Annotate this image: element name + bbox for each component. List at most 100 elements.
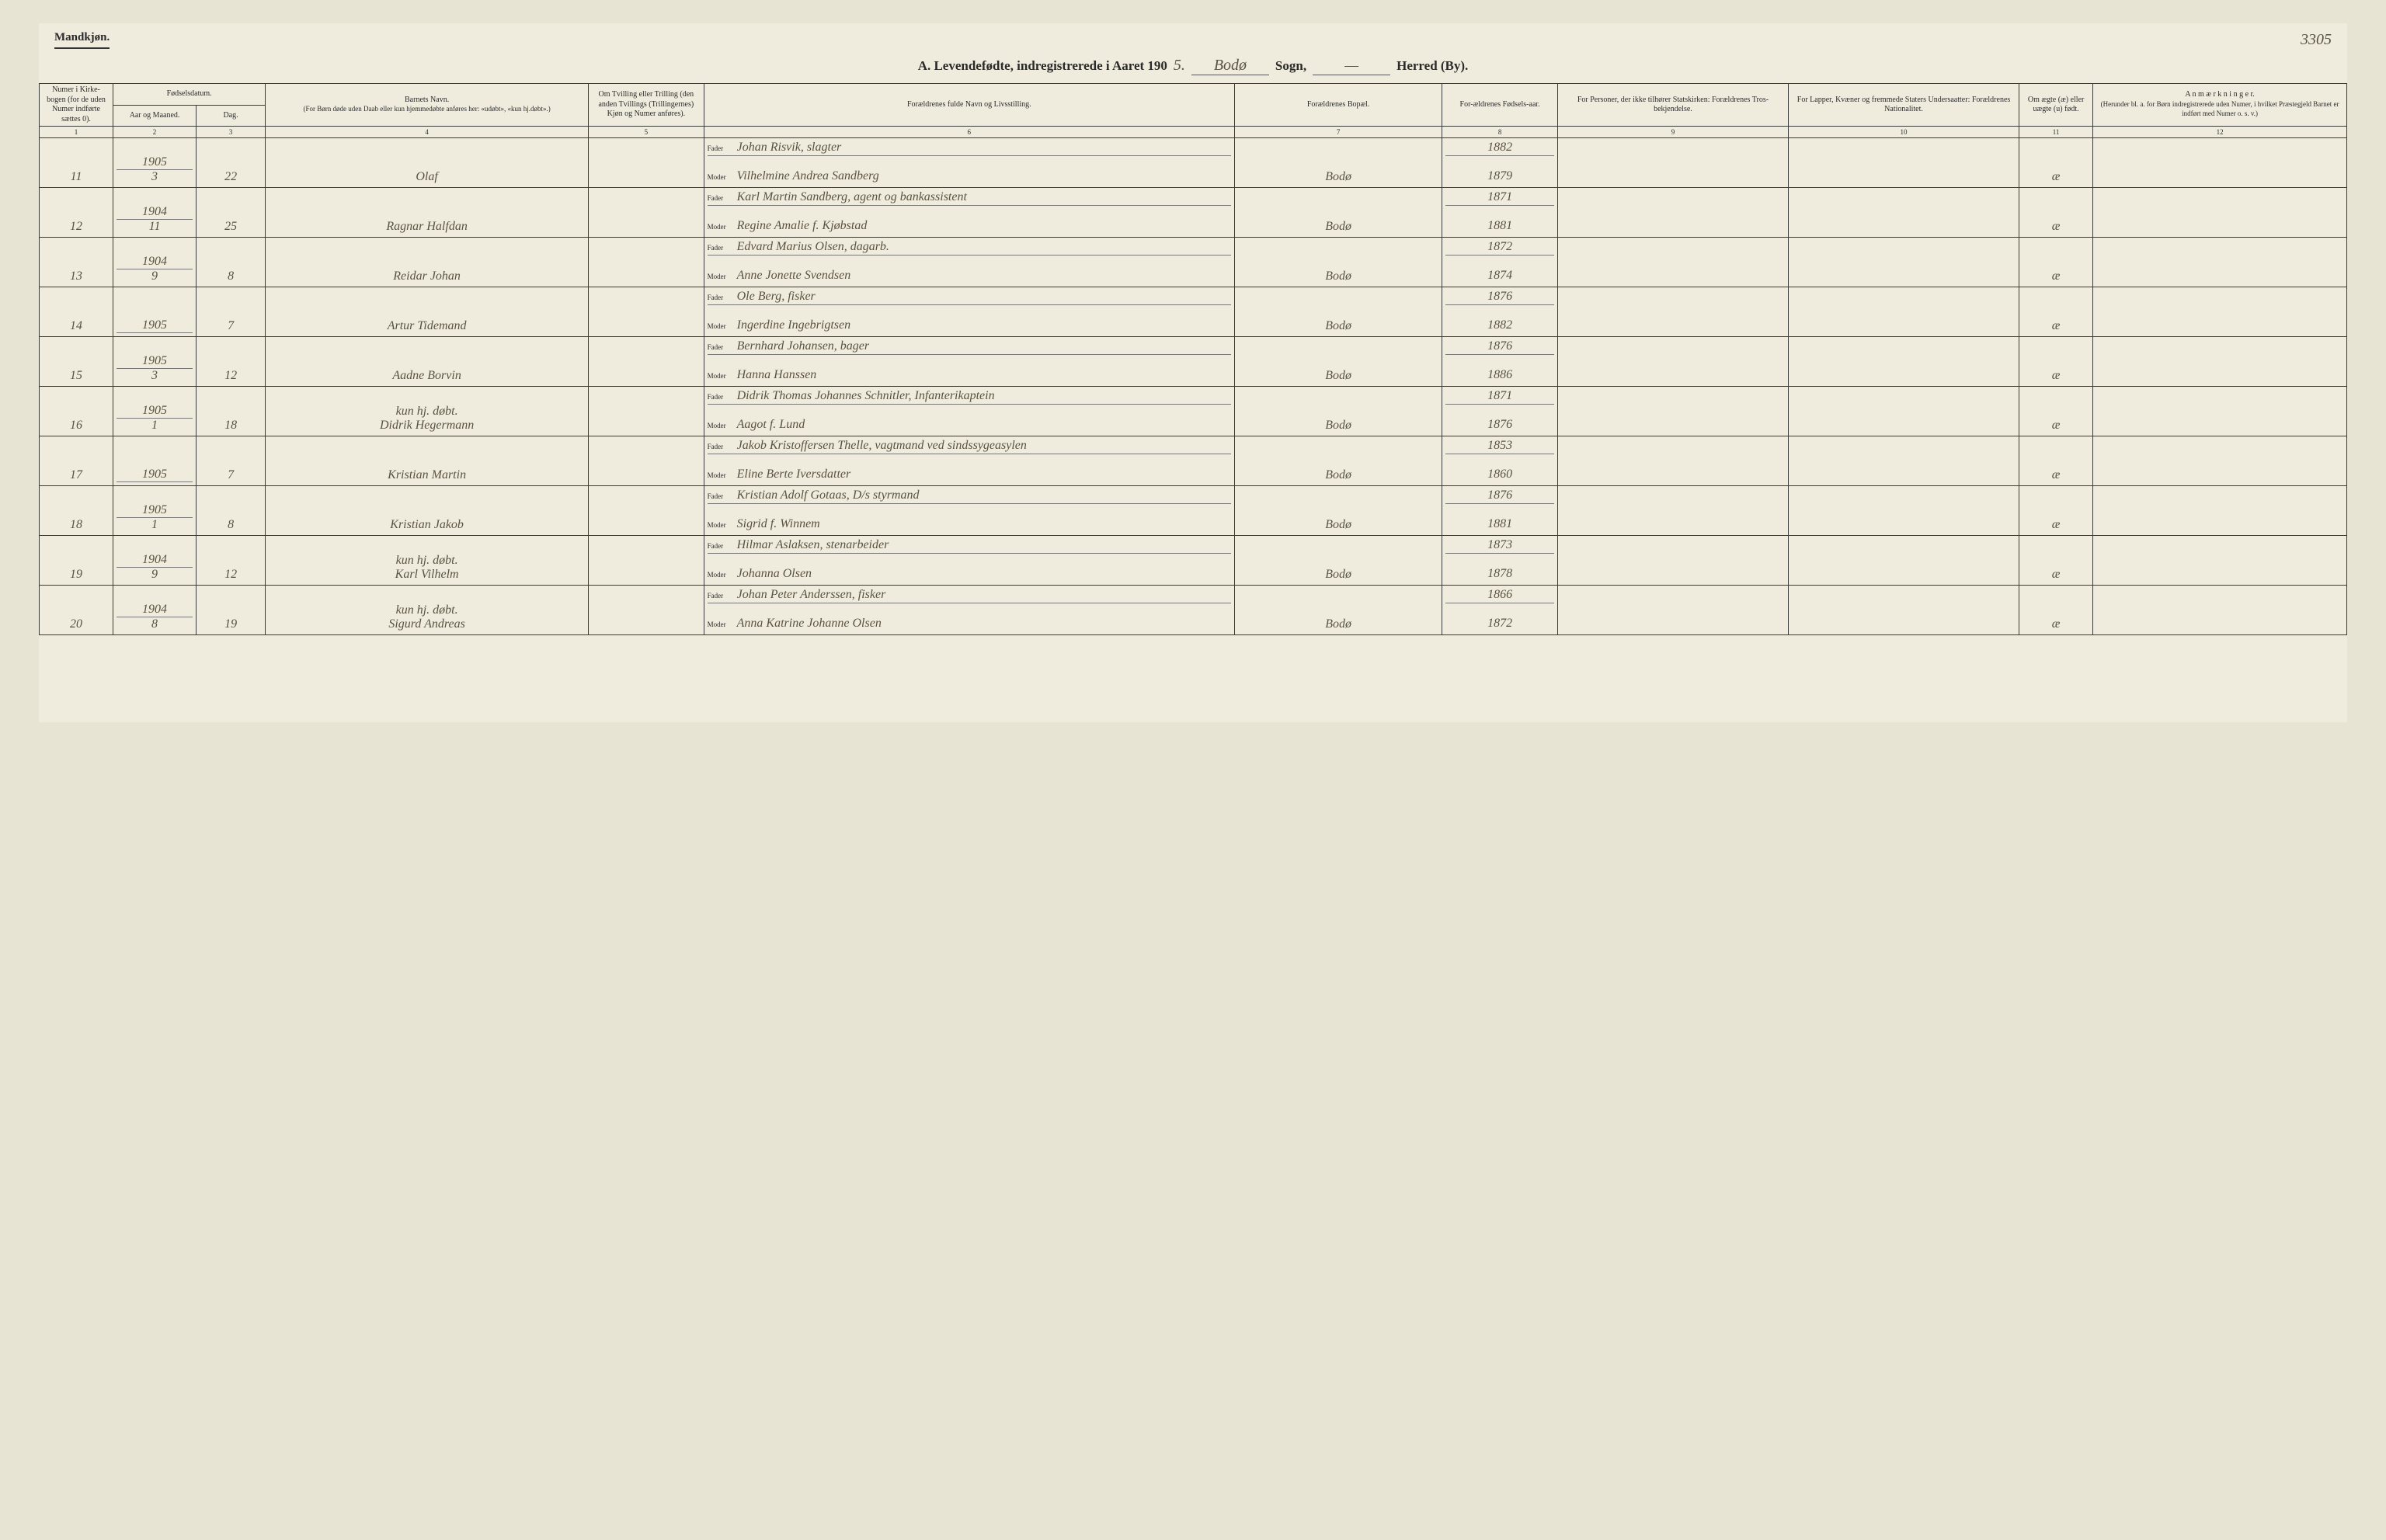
parent-birth-years: 1876 1882	[1442, 287, 1558, 337]
colnum: 12	[2093, 127, 2347, 138]
top-row: Mandkjøn. 3305	[39, 23, 2347, 52]
parent-birth-years: 1876 1886	[1442, 337, 1558, 387]
row-number: 17	[40, 436, 113, 486]
col-4-header: Barnets Navn. (For Børn døde uden Daab e…	[266, 84, 589, 127]
birth-day: 22	[197, 138, 266, 188]
register-table: Numer i Kirke-bogen (for de uden Numer i…	[39, 83, 2347, 635]
legitimacy: æ	[2019, 188, 2093, 238]
nationality-cell	[1788, 387, 2019, 436]
gender-label: Mandkjøn.	[54, 31, 110, 49]
remarks-cell	[2093, 387, 2347, 436]
birth-year-month: 1904 9	[113, 536, 197, 586]
colnum: 7	[1234, 127, 1442, 138]
table-row: 11 1905 3 22 Olaf FaderJohan Risvik, sla…	[40, 138, 2347, 188]
table-header: Numer i Kirke-bogen (for de uden Numer i…	[40, 84, 2347, 138]
page-number: 3305	[2301, 31, 2332, 49]
colnum: 3	[197, 127, 266, 138]
table-row: 14 1905 7 Artur Tidemand FaderOle Berg, …	[40, 287, 2347, 337]
row-number: 11	[40, 138, 113, 188]
table-row: 18 1905 1 8 Kristian Jakob FaderKristian…	[40, 486, 2347, 536]
residence: Bodø	[1234, 188, 1442, 238]
birth-year-month: 1905 1	[113, 486, 197, 536]
row-number: 13	[40, 238, 113, 287]
confession-cell	[1557, 287, 1788, 337]
title-prefix: A. Levendefødte, indregistrerede i Aaret…	[918, 58, 1167, 74]
nationality-cell	[1788, 536, 2019, 586]
nationality-cell	[1788, 436, 2019, 486]
remarks-cell	[2093, 586, 2347, 635]
child-name: Artur Tidemand	[266, 287, 589, 337]
table-body: 11 1905 3 22 Olaf FaderJohan Risvik, sla…	[40, 138, 2347, 635]
nationality-cell	[1788, 188, 2019, 238]
parent-birth-years: 1876 1881	[1442, 486, 1558, 536]
parents-cell: FaderBernhard Johansen, bager ModerHanna…	[704, 337, 1234, 387]
remarks-cell	[2093, 337, 2347, 387]
legitimacy: æ	[2019, 436, 2093, 486]
birth-day: 25	[197, 188, 266, 238]
colnum: 5	[589, 127, 704, 138]
birth-day: 12	[197, 337, 266, 387]
sogn-label: Sogn,	[1275, 58, 1306, 74]
parent-birth-years: 1866 1872	[1442, 586, 1558, 635]
confession-cell	[1557, 238, 1788, 287]
birth-day: 7	[197, 287, 266, 337]
remarks-cell	[2093, 188, 2347, 238]
parents-cell: FaderDidrik Thomas Johannes Schnitler, I…	[704, 387, 1234, 436]
parent-birth-years: 1871 1876	[1442, 387, 1558, 436]
colnum: 4	[266, 127, 589, 138]
birth-year-month: 1905	[113, 436, 197, 486]
col-7-header: Forældrenes Bopæl.	[1234, 84, 1442, 127]
col-12-header: A n m æ r k n i n g e r. (Herunder bl. a…	[2093, 84, 2347, 127]
residence: Bodø	[1234, 586, 1442, 635]
parents-cell: FaderEdvard Marius Olsen, dagarb. ModerA…	[704, 238, 1234, 287]
twin-cell	[589, 138, 704, 188]
remarks-cell	[2093, 138, 2347, 188]
table-row: 19 1904 9 12 kun hj. døbt. Karl Vilhelm …	[40, 536, 2347, 586]
colnum: 11	[2019, 127, 2093, 138]
child-name: Kristian Martin	[266, 436, 589, 486]
nationality-cell	[1788, 486, 2019, 536]
row-number: 20	[40, 586, 113, 635]
confession-cell	[1557, 337, 1788, 387]
legitimacy: æ	[2019, 337, 2093, 387]
twin-cell	[589, 287, 704, 337]
birth-year-month: 1904 8	[113, 586, 197, 635]
colnum: 9	[1557, 127, 1788, 138]
remarks-cell	[2093, 238, 2347, 287]
confession-cell	[1557, 536, 1788, 586]
col-2a-header: Aar og Maaned.	[113, 105, 197, 127]
birth-year-month: 1905	[113, 287, 197, 337]
col-9-header: For Personer, der ikke tilhører Statskir…	[1557, 84, 1788, 127]
birth-day: 19	[197, 586, 266, 635]
child-name: Ragnar Halfdan	[266, 188, 589, 238]
residence: Bodø	[1234, 287, 1442, 337]
parents-cell: FaderHilmar Aslaksen, stenarbeider Moder…	[704, 536, 1234, 586]
table-row: 20 1904 8 19 kun hj. døbt. Sigurd Andrea…	[40, 586, 2347, 635]
row-number: 16	[40, 387, 113, 436]
twin-cell	[589, 238, 704, 287]
col-4-sub: (For Børn døde uden Daab eller kun hjemm…	[304, 105, 551, 113]
table-row: 13 1904 9 8 Reidar Johan FaderEdvard Mar…	[40, 238, 2347, 287]
row-number: 19	[40, 536, 113, 586]
colnum: 6	[704, 127, 1234, 138]
remarks-cell	[2093, 486, 2347, 536]
twin-cell	[589, 536, 704, 586]
residence: Bodø	[1234, 387, 1442, 436]
birth-year-month: 1904 11	[113, 188, 197, 238]
child-name: kun hj. døbt. Sigurd Andreas	[266, 586, 589, 635]
row-number: 18	[40, 486, 113, 536]
birth-year-month: 1905 1	[113, 387, 197, 436]
parent-birth-years: 1853 1860	[1442, 436, 1558, 486]
remarks-cell	[2093, 436, 2347, 486]
child-name: Olaf	[266, 138, 589, 188]
col-2b-header: Dag.	[197, 105, 266, 127]
twin-cell	[589, 486, 704, 536]
parent-birth-years: 1873 1878	[1442, 536, 1558, 586]
legitimacy: æ	[2019, 238, 2093, 287]
colnum: 10	[1788, 127, 2019, 138]
nationality-cell	[1788, 337, 2019, 387]
register-page: Mandkjøn. 3305 A. Levendefødte, indregis…	[39, 23, 2347, 722]
parents-cell: FaderOle Berg, fisker ModerIngerdine Ing…	[704, 287, 1234, 337]
twin-cell	[589, 436, 704, 486]
confession-cell	[1557, 486, 1788, 536]
